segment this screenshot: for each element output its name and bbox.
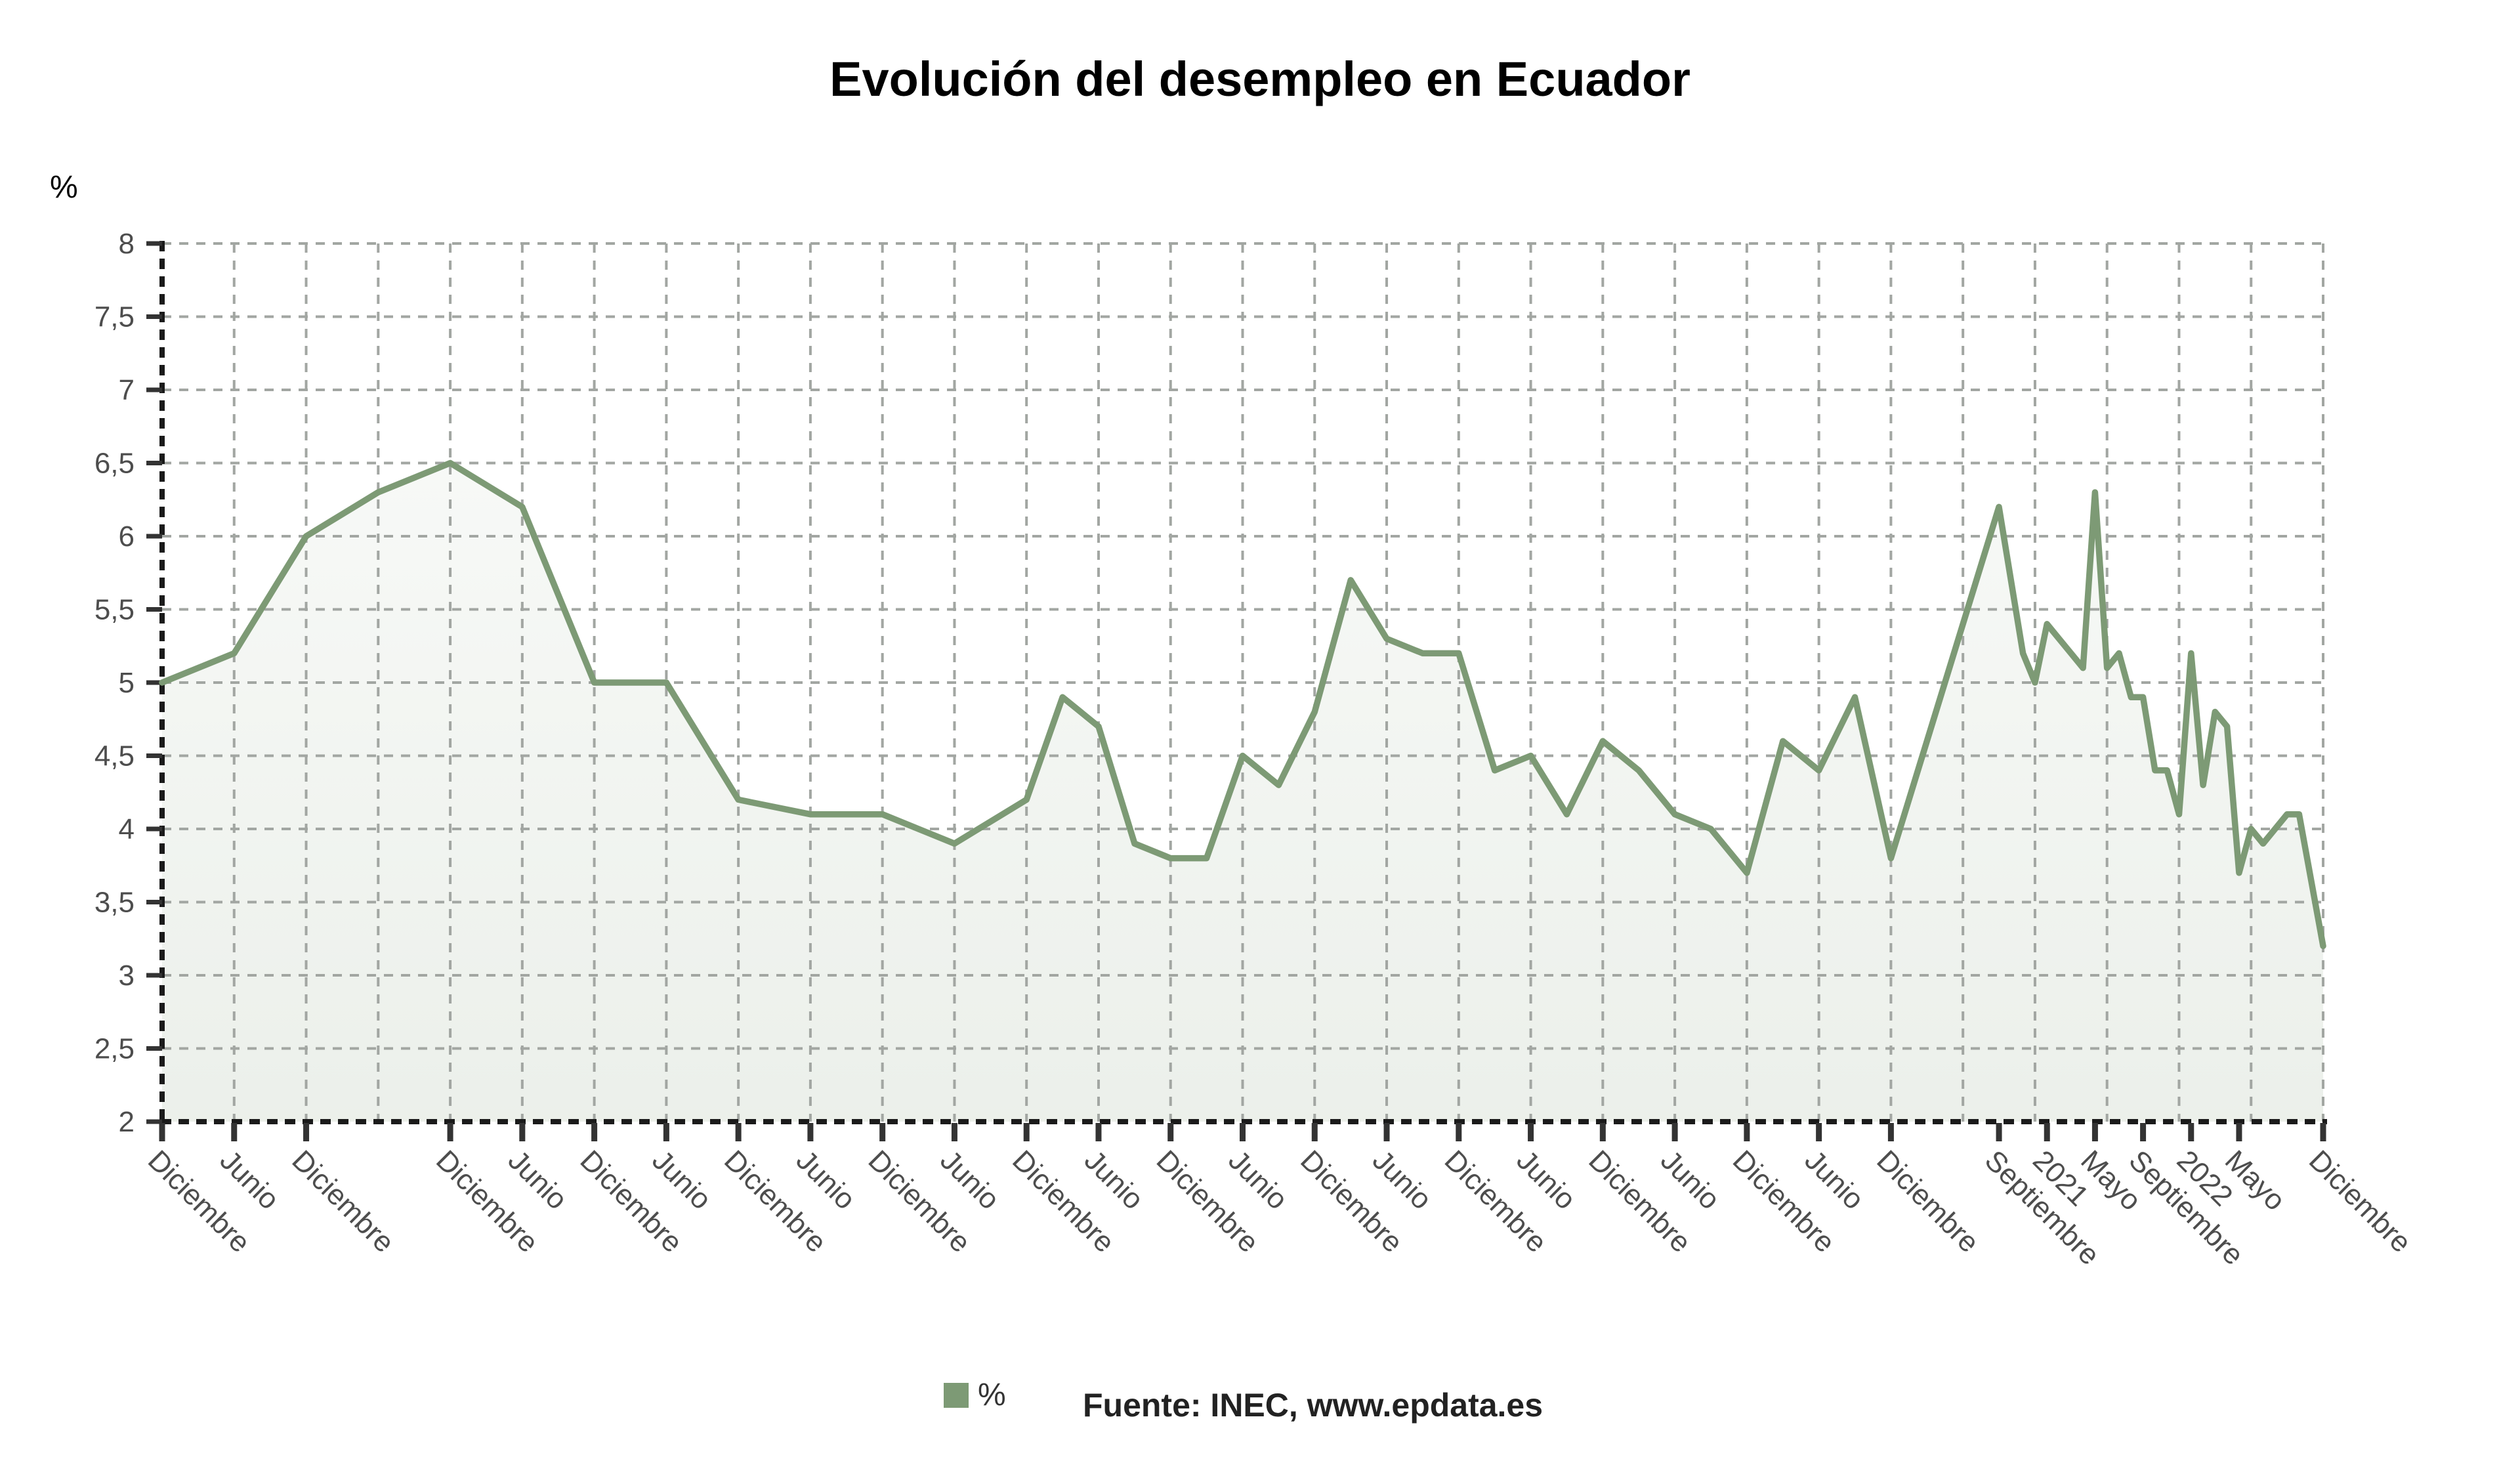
y-tick-label: 2 xyxy=(119,1106,135,1138)
chart-legend: % Fuente: INEC, www.epdata.es xyxy=(0,1377,2520,1436)
y-tick-label: 5 xyxy=(119,667,135,699)
y-tick-label: 6,5 xyxy=(94,448,135,480)
y-tick-label: 5,5 xyxy=(94,594,135,626)
chart-title: Evolución del desempleo en Ecuador xyxy=(830,52,1690,106)
unemployment-series-line xyxy=(159,459,2326,950)
y-tick-label: 4,5 xyxy=(94,740,135,772)
y-tick-label: 2,5 xyxy=(94,1033,135,1065)
x-tick-label: Diciembre xyxy=(2303,1144,2418,1259)
y-tick-label: 8 xyxy=(119,228,135,260)
x-tick-label: Diciembre xyxy=(1870,1144,1985,1259)
plot-area[interactable] xyxy=(162,243,2323,1122)
y-tick-label: 7,5 xyxy=(94,301,135,333)
x-tick-label: Diciembre xyxy=(285,1144,400,1259)
source-attribution: Fuente: INEC, www.epdata.es xyxy=(1083,1387,1544,1424)
legend-series-label: % xyxy=(978,1378,1006,1412)
y-tick-label: 6 xyxy=(119,520,135,553)
y-tick-label: 3 xyxy=(119,960,135,992)
legend-item-percent[interactable]: % xyxy=(944,1377,1006,1413)
y-tick-label: 3,5 xyxy=(94,887,135,919)
y-tick-label: 7 xyxy=(119,374,135,406)
y-axis-title: % xyxy=(50,170,78,205)
y-tick-label: 4 xyxy=(119,813,135,845)
legend-swatch-icon xyxy=(944,1382,969,1408)
